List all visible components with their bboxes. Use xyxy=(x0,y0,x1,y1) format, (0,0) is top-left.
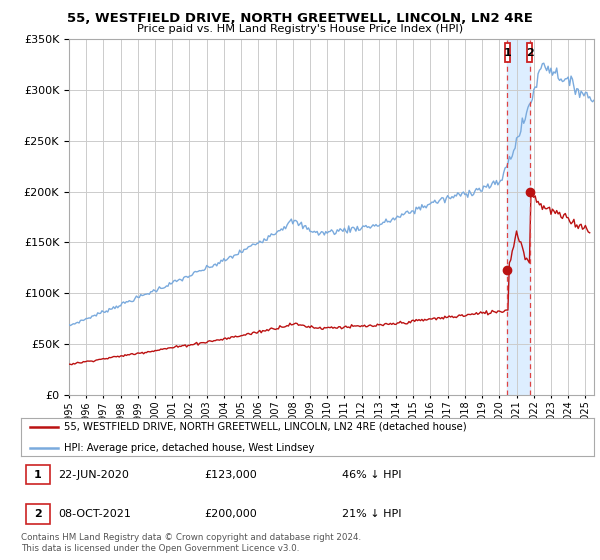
Text: 21% ↓ HPI: 21% ↓ HPI xyxy=(342,509,401,519)
Text: £200,000: £200,000 xyxy=(205,509,257,519)
Text: Contains HM Land Registry data © Crown copyright and database right 2024.
This d: Contains HM Land Registry data © Crown c… xyxy=(21,533,361,553)
Bar xyxy=(508,39,530,395)
FancyBboxPatch shape xyxy=(26,465,50,484)
Text: 22-JUN-2020: 22-JUN-2020 xyxy=(58,470,129,479)
FancyBboxPatch shape xyxy=(26,504,50,524)
Text: 2: 2 xyxy=(526,48,533,58)
FancyBboxPatch shape xyxy=(527,43,532,62)
Text: HPI: Average price, detached house, West Lindsey: HPI: Average price, detached house, West… xyxy=(64,443,314,453)
Text: 08-OCT-2021: 08-OCT-2021 xyxy=(58,509,131,519)
Text: 2: 2 xyxy=(34,509,41,519)
Text: £123,000: £123,000 xyxy=(205,470,257,479)
Text: Price paid vs. HM Land Registry's House Price Index (HPI): Price paid vs. HM Land Registry's House … xyxy=(137,24,463,34)
FancyBboxPatch shape xyxy=(505,43,510,62)
Text: 1: 1 xyxy=(503,48,511,58)
Text: 1: 1 xyxy=(34,470,41,479)
Text: 55, WESTFIELD DRIVE, NORTH GREETWELL, LINCOLN, LN2 4RE: 55, WESTFIELD DRIVE, NORTH GREETWELL, LI… xyxy=(67,12,533,25)
Text: 46% ↓ HPI: 46% ↓ HPI xyxy=(342,470,401,479)
Text: 55, WESTFIELD DRIVE, NORTH GREETWELL, LINCOLN, LN2 4RE (detached house): 55, WESTFIELD DRIVE, NORTH GREETWELL, LI… xyxy=(64,422,467,432)
